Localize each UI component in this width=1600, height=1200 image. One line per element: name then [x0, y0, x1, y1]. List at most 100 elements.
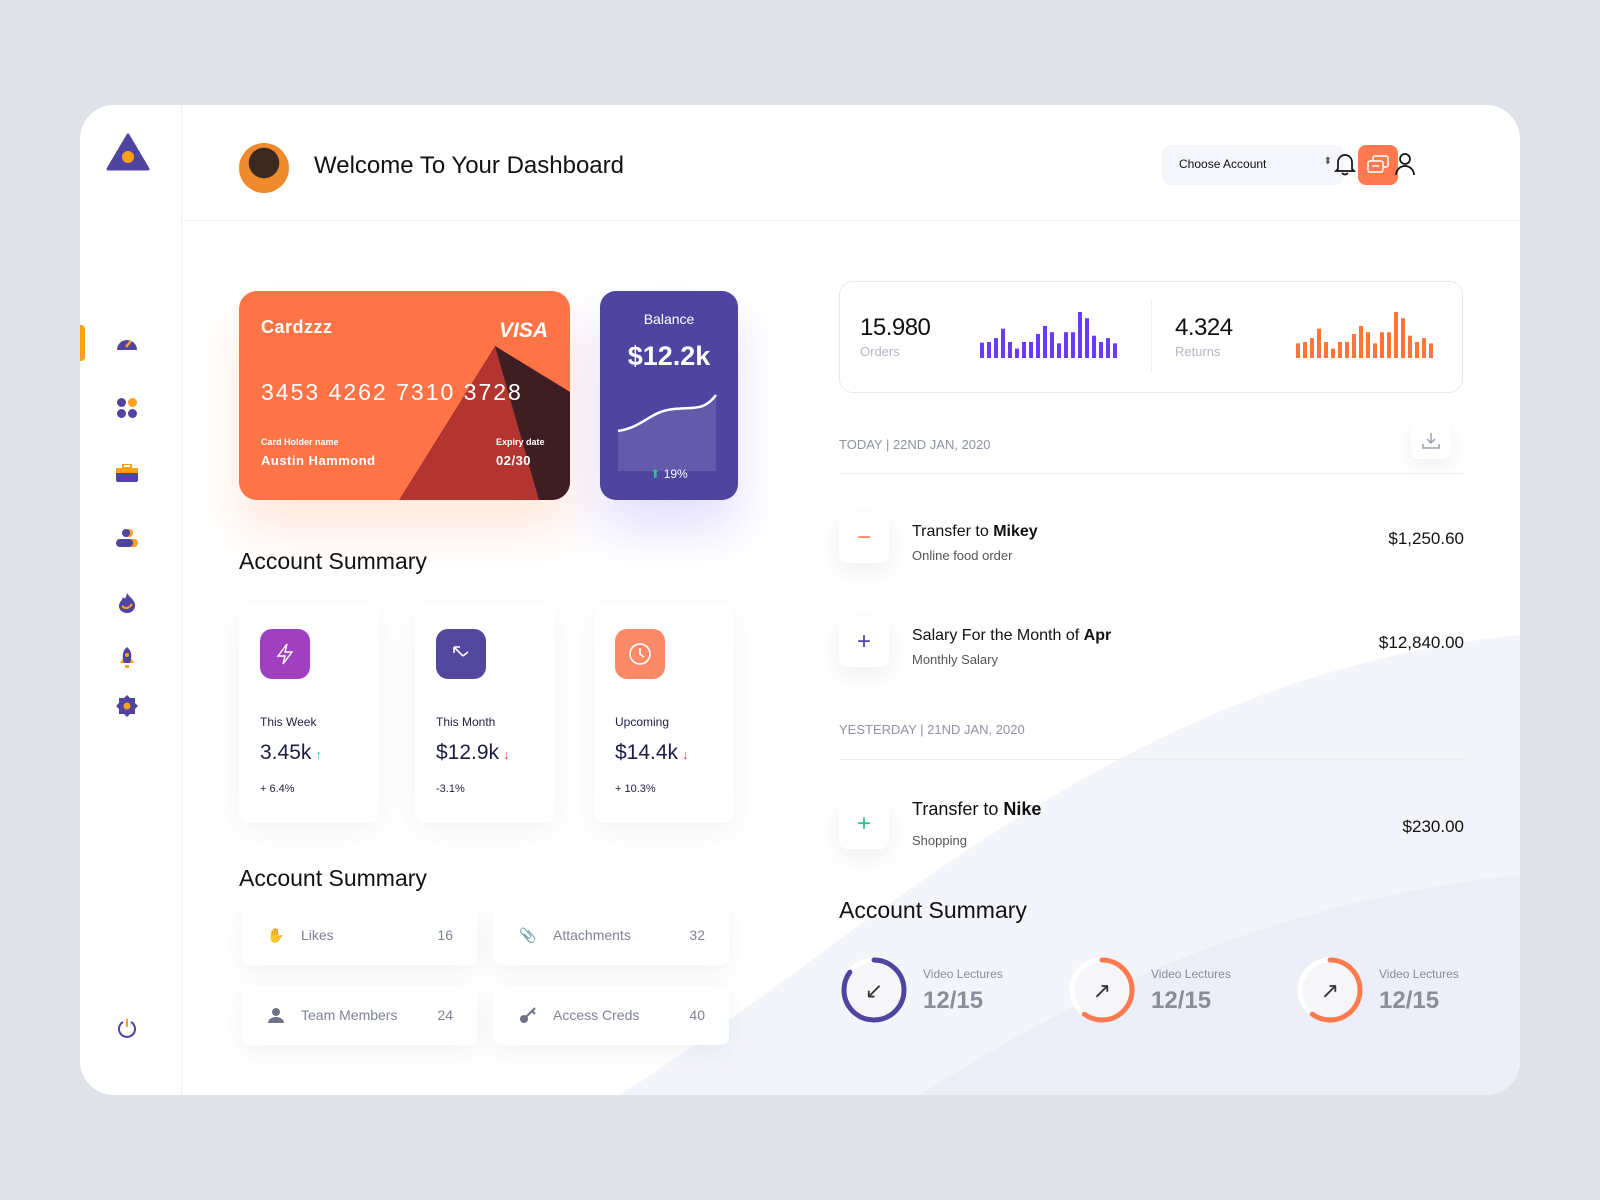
user-icon[interactable] [1390, 149, 1420, 179]
ring-value: 12/15 [1379, 987, 1440, 1014]
lightning-icon [260, 629, 310, 679]
bar [1099, 341, 1103, 358]
dashboard-icon[interactable] [114, 330, 140, 356]
arrow-up-right-icon: ↗ [1321, 978, 1339, 1003]
bar [1338, 341, 1342, 358]
date-today: TODAY | 22ND JAN, 2020 [839, 437, 991, 452]
summary-card[interactable]: This Week 3.45k ↑ + 6.4% [239, 605, 379, 823]
summary-value: $14.4k ↓ [615, 741, 689, 764]
progress-ring[interactable]: ↗ [1295, 955, 1365, 1025]
date-yesterday: YESTERDAY | 21ND JAN, 2020 [839, 722, 1025, 737]
dashboard-window: Welcome To Your Dashboard Choose Account… [80, 105, 1520, 1095]
orders-value: 15.980 [860, 314, 931, 341]
attachments-chip[interactable]: 📎 Attachments 32 [493, 905, 729, 965]
page-title: Welcome To Your Dashboard [314, 152, 624, 179]
chip-count: 24 [437, 1007, 453, 1023]
bar [1331, 348, 1335, 358]
holder-name: Austin Hammond [261, 453, 376, 468]
balance-sparkline [617, 394, 717, 471]
bar [1394, 312, 1398, 358]
progress-ring[interactable]: ↙ [839, 955, 909, 1025]
ring-value: 12/15 [1151, 987, 1212, 1014]
bar [1373, 343, 1377, 358]
arrow-up-left-icon [436, 629, 486, 679]
users-icon[interactable] [114, 525, 140, 551]
download-icon [1422, 433, 1440, 449]
expiry-value: 02/30 [496, 453, 532, 468]
rocket-icon[interactable] [114, 645, 140, 671]
credit-card[interactable]: Cardzzz VISA 3453 4262 7310 3728 Card Ho… [239, 291, 570, 500]
divider [839, 759, 1465, 760]
chip-count: 16 [437, 927, 453, 943]
arrow-down-icon: ↓ [682, 747, 689, 762]
bar [1380, 332, 1384, 358]
bar [1043, 325, 1047, 358]
plus-icon[interactable]: + [839, 617, 889, 667]
summary-change: + 6.4% [260, 783, 295, 795]
bar [1359, 325, 1363, 358]
bar [1317, 328, 1321, 358]
bar [1429, 343, 1433, 358]
settings-icon[interactable] [114, 693, 140, 719]
bar [1050, 332, 1054, 358]
returns-bar-chart [1296, 312, 1433, 358]
bar [1008, 341, 1012, 358]
account-select-label: Choose Account [1179, 157, 1267, 171]
arrow-up-icon: ↑ [315, 747, 322, 762]
person-icon [265, 1007, 287, 1023]
messages-button[interactable] [1358, 145, 1398, 185]
power-icon[interactable] [114, 1015, 140, 1041]
bar [1064, 332, 1068, 358]
progress-arc [1069, 957, 1135, 1023]
team-members-chip[interactable]: Team Members 24 [241, 985, 477, 1045]
orders-bar-chart [980, 312, 1117, 358]
bar [1422, 338, 1426, 358]
plus-icon[interactable]: + [839, 799, 889, 849]
minus-icon[interactable]: − [839, 513, 889, 563]
fire-icon[interactable] [114, 590, 140, 616]
card-brand: Cardzzz [261, 317, 333, 337]
account-select[interactable]: Choose Account ⬍ [1162, 145, 1344, 185]
progress-ring[interactable]: ↗ [1067, 955, 1137, 1025]
bar [1310, 338, 1314, 358]
section-title: Account Summary [239, 865, 427, 891]
bar [1029, 341, 1033, 358]
bar [1415, 341, 1419, 358]
card-number: 3453 4262 7310 3728 [261, 379, 523, 405]
summary-card[interactable]: This Month $12.9k ↓ -3.1% [415, 605, 555, 823]
access-creds-chip[interactable]: Access Creds 40 [493, 985, 729, 1045]
arrow-down-left-icon: ↙ [865, 978, 883, 1003]
likes-chip[interactable]: ✋ Likes 16 [241, 905, 477, 965]
briefcase-icon[interactable] [114, 460, 140, 486]
bell-icon[interactable] [1330, 149, 1360, 179]
summary-label: This Week [260, 715, 317, 729]
paperclip-icon: 📎 [519, 926, 537, 943]
summary-card[interactable]: Upcoming $14.4k ↓ + 10.3% [594, 605, 734, 823]
transaction-title: Salary For the Month of Apr [912, 627, 1112, 644]
bar [1036, 333, 1040, 358]
bar [987, 341, 991, 358]
holder-label: Card Holder name [261, 437, 339, 447]
ring-label: Video Lectures [1151, 967, 1231, 981]
chip-count: 32 [689, 927, 705, 943]
summary-change: -3.1% [436, 783, 465, 795]
ring-value: 12/15 [923, 987, 984, 1014]
visa-logo: VISA [498, 319, 548, 342]
apps-icon[interactable] [114, 395, 140, 421]
chevron-updown-icon: ⬍ [1323, 156, 1332, 167]
ring-label: Video Lectures [923, 967, 1003, 981]
summary-value: 3.45k ↑ [260, 741, 322, 764]
hand-icon: ✋ [267, 926, 285, 943]
bar [1303, 341, 1307, 358]
avatar[interactable] [239, 143, 289, 193]
chip-label: Access Creds [553, 1007, 640, 1023]
bar [1015, 348, 1019, 358]
background-wave [620, 635, 1520, 1095]
summary-label: Upcoming [615, 715, 670, 729]
section-title: Account Summary [239, 548, 427, 574]
arrow-up-right-icon: ↗ [1093, 978, 1111, 1003]
bar [1366, 332, 1370, 358]
balance-card[interactable]: Balance $12.2k ⬆ 19% [600, 291, 738, 500]
summary-value: $12.9k ↓ [436, 741, 510, 764]
download-button[interactable] [1411, 423, 1451, 459]
